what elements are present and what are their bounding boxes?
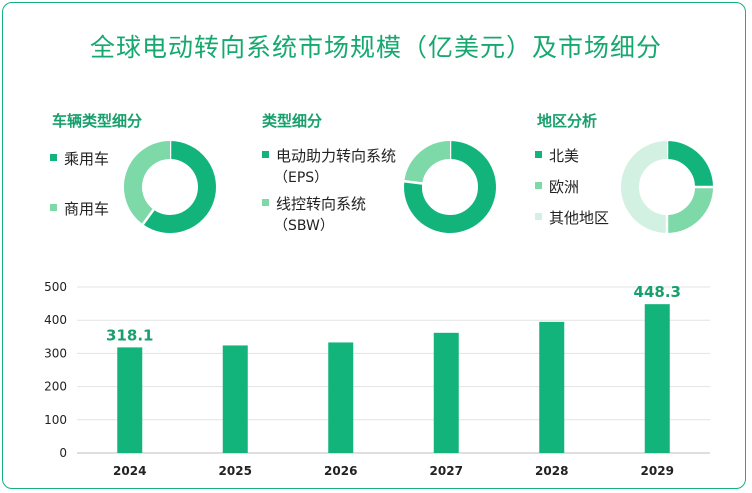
legend-swatch	[262, 151, 269, 158]
donut-slice	[404, 141, 451, 185]
legend-item: 乘用车	[50, 148, 109, 170]
donut-separator	[141, 208, 156, 226]
legend-item: 其他地区	[535, 207, 609, 229]
legend-item: 商用车	[50, 198, 109, 220]
bar	[433, 332, 459, 453]
bar	[117, 347, 143, 453]
legend-swatch	[50, 204, 57, 211]
legend-swatch	[535, 182, 542, 189]
legend-swatch	[535, 213, 542, 220]
y-tick-label: 400	[44, 313, 67, 327]
y-tick-label: 0	[59, 446, 67, 460]
legend-label: 电动助力转向系统	[276, 147, 397, 165]
legend-item: 北美	[535, 145, 609, 167]
bar	[222, 345, 248, 453]
bar	[644, 304, 670, 453]
legend-label: 线控转向系统	[276, 195, 367, 213]
donut-separator	[403, 179, 424, 185]
y-tick-label: 100	[44, 413, 67, 427]
donut-slice	[142, 141, 216, 233]
segment-title-vehicle-type: 车辆类型细分	[52, 112, 143, 130]
bar	[539, 321, 565, 453]
legend-swatch	[262, 199, 269, 206]
donut-slice	[666, 141, 713, 188]
segment-title-region: 地区分析	[537, 112, 598, 130]
legend-item: 电动助力转向系统 （EPS）	[262, 145, 396, 189]
legend-swatch	[50, 154, 57, 161]
bar	[328, 342, 354, 453]
donut-slice	[666, 186, 713, 233]
data-label: 318.1	[106, 326, 153, 344]
y-tick-label: 200	[44, 380, 67, 394]
legend-label: 北美	[549, 147, 580, 165]
legend-label: 其他地区	[549, 209, 610, 227]
legend-label: 商用车	[64, 200, 110, 218]
y-tick-label: 300	[44, 346, 67, 360]
x-tick-label: 2027	[430, 464, 463, 478]
legend-label: 欧洲	[549, 178, 580, 196]
legend-region: 北美 欧洲 其他地区	[535, 145, 609, 229]
legend-type: 电动助力转向系统 （EPS） 线控转向系统 （SBW）	[262, 145, 396, 237]
donut-slice	[621, 141, 668, 233]
segment-title-type: 类型细分	[262, 112, 323, 130]
legend-swatch	[535, 151, 542, 158]
data-label: 448.3	[634, 283, 681, 301]
legend-item: 欧洲	[535, 176, 609, 198]
x-tick-label: 2024	[113, 464, 146, 478]
legend-sublabel: （SBW）	[274, 218, 334, 234]
x-tick-label: 2028	[535, 464, 568, 478]
donut-slice	[404, 141, 496, 233]
x-tick-label: 2026	[324, 464, 357, 478]
page-title: 全球电动转向系统市场规模（亿美元）及市场细分	[89, 33, 662, 62]
y-tick-label: 500	[44, 280, 67, 294]
legend-vehicle-type: 乘用车 商用车	[50, 148, 109, 220]
x-tick-label: 2025	[219, 464, 252, 478]
x-tick-label: 2029	[641, 464, 674, 478]
legend-item: 线控转向系统 （SBW）	[262, 193, 396, 237]
legend-sublabel: （EPS）	[274, 170, 329, 186]
legend-label: 乘用车	[64, 150, 110, 168]
donut-slice	[124, 141, 171, 225]
